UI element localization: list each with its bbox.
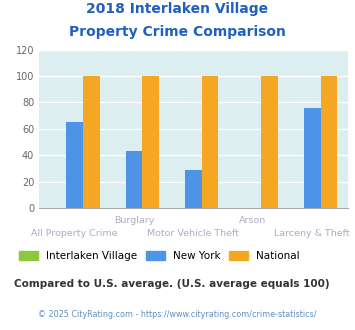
Text: Compared to U.S. average. (U.S. average equals 100): Compared to U.S. average. (U.S. average … <box>14 279 330 289</box>
Text: © 2025 CityRating.com - https://www.cityrating.com/crime-statistics/: © 2025 CityRating.com - https://www.city… <box>38 310 317 319</box>
Text: Arson: Arson <box>239 216 267 225</box>
Bar <box>261 76 278 208</box>
Text: Motor Vehicle Theft: Motor Vehicle Theft <box>147 229 240 238</box>
Text: Burglary: Burglary <box>114 216 154 225</box>
Bar <box>185 170 202 208</box>
Text: All Property Crime: All Property Crime <box>32 229 118 238</box>
Bar <box>142 76 159 208</box>
Text: Property Crime Comparison: Property Crime Comparison <box>69 25 286 39</box>
Text: 2018 Interlaken Village: 2018 Interlaken Village <box>86 2 269 16</box>
Bar <box>304 108 321 208</box>
Text: Larceny & Theft: Larceny & Theft <box>274 229 350 238</box>
Bar <box>321 76 337 208</box>
Bar <box>202 76 218 208</box>
Bar <box>66 122 83 208</box>
Legend: Interlaken Village, New York, National: Interlaken Village, New York, National <box>20 251 300 261</box>
Bar <box>126 151 142 208</box>
Bar <box>83 76 100 208</box>
